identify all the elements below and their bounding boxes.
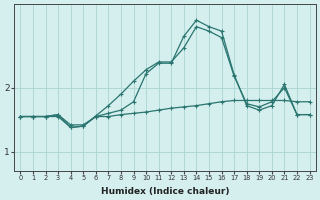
X-axis label: Humidex (Indice chaleur): Humidex (Indice chaleur): [101, 187, 229, 196]
